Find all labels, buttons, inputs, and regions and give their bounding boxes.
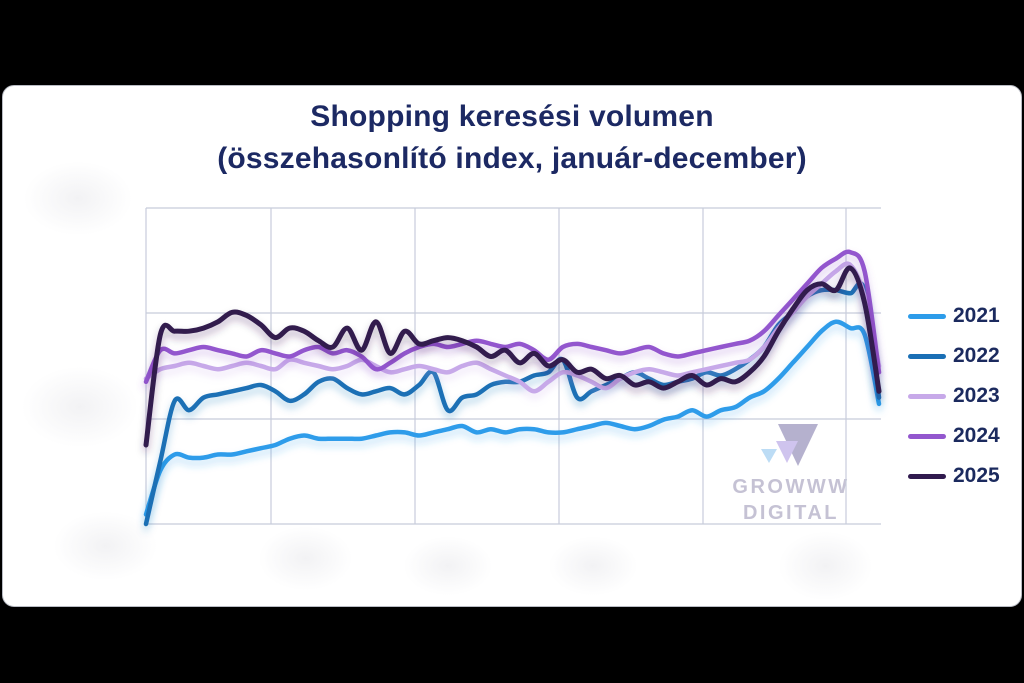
logo-triangle-small <box>761 449 777 463</box>
chart-title: Shopping keresési volumen <box>310 100 714 133</box>
legend-swatch-2023 <box>908 393 946 399</box>
chart-card: Shopping keresési volumen (összehasonlít… <box>2 85 1022 607</box>
legend-swatch-2024 <box>908 433 946 439</box>
chart-grid <box>145 207 881 525</box>
legend-item-2021: 2021 <box>908 296 1000 336</box>
faint-background-blob <box>548 536 638 596</box>
faint-background-blob <box>23 161 133 236</box>
watermark-text-growww: GROWWW <box>732 476 850 498</box>
series-line-2025 <box>143 265 882 448</box>
legend-item-2025: 2025 <box>908 456 1000 496</box>
legend-label-2025: 2025 <box>953 464 1000 487</box>
legend-label-2022: 2022 <box>953 344 1000 367</box>
legend-label-2023: 2023 <box>953 384 1000 407</box>
chart-legend: 2021 2022 2023 2024 2025 <box>908 296 1000 496</box>
series-line-2024 <box>143 249 882 385</box>
legend-swatch-2021 <box>908 313 946 319</box>
legend-label-2024: 2024 <box>953 424 1000 447</box>
faint-background-blob <box>778 531 873 601</box>
legend-item-2023: 2023 <box>908 376 1000 416</box>
watermark-text-digital: DIGITAL <box>742 502 839 524</box>
legend-item-2024: 2024 <box>908 416 1000 456</box>
legend-swatch-2022 <box>908 353 946 359</box>
series-line-2023 <box>143 261 882 394</box>
faint-background-blob <box>21 366 139 448</box>
growww-digital-watermark: GROWWW DIGITAL <box>725 416 857 526</box>
chart-title-block: Shopping keresési volumen (összehasonlít… <box>3 96 1021 180</box>
legend-swatch-2025 <box>908 473 946 479</box>
faint-background-blob <box>53 511 158 581</box>
series-line-2021 <box>143 319 882 517</box>
logo-triangle-medium <box>776 441 798 463</box>
faint-background-blob <box>403 536 493 596</box>
faint-background-blob <box>258 526 353 591</box>
line-chart <box>143 207 882 527</box>
chart-subtitle: (összehasonlító index, január-december) <box>217 142 807 175</box>
legend-item-2022: 2022 <box>908 336 1000 376</box>
growww-digital-logo-icon <box>725 416 857 472</box>
legend-label-2021: 2021 <box>953 304 1000 327</box>
